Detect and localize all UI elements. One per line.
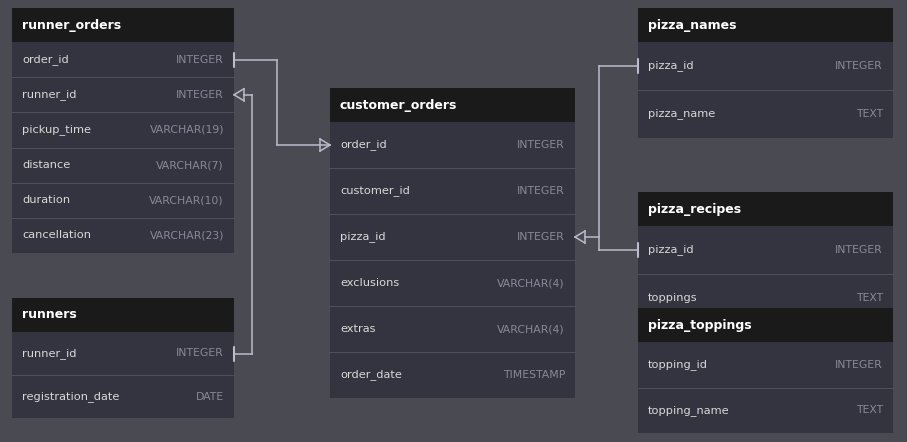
Text: INTEGER: INTEGER [517, 140, 565, 150]
Text: INTEGER: INTEGER [835, 360, 883, 370]
Bar [12, 332, 234, 418]
Bar [12, 298, 234, 332]
Text: INTEGER: INTEGER [176, 54, 224, 65]
Text: VARCHAR(23): VARCHAR(23) [150, 230, 224, 240]
Text: pizza_id: pizza_id [648, 244, 694, 255]
Text: order_id: order_id [22, 54, 69, 65]
Bar [638, 226, 893, 322]
Text: order_date: order_date [340, 370, 402, 381]
Text: customer_id: customer_id [340, 186, 410, 196]
Bar [638, 308, 893, 342]
Text: VARCHAR(10): VARCHAR(10) [150, 195, 224, 205]
Text: runners: runners [22, 309, 77, 321]
Text: toppings: toppings [648, 293, 697, 303]
Text: pizza_names: pizza_names [648, 19, 736, 31]
Text: cancellation: cancellation [22, 230, 91, 240]
Text: pickup_time: pickup_time [22, 125, 91, 135]
Text: order_id: order_id [340, 140, 386, 150]
Text: topping_name: topping_name [648, 405, 729, 416]
Text: duration: duration [22, 195, 70, 205]
Text: pizza_id: pizza_id [648, 61, 694, 72]
Text: TEXT: TEXT [856, 109, 883, 119]
Text: INTEGER: INTEGER [835, 61, 883, 71]
Text: VARCHAR(19): VARCHAR(19) [150, 125, 224, 135]
Text: TEXT: TEXT [856, 405, 883, 415]
Bar [330, 88, 575, 122]
Text: registration_date: registration_date [22, 391, 120, 402]
Text: runner_id: runner_id [22, 89, 76, 100]
Text: VARCHAR(7): VARCHAR(7) [156, 160, 224, 170]
Text: runner_orders: runner_orders [22, 19, 122, 31]
Text: TEXT: TEXT [856, 293, 883, 303]
Text: topping_id: topping_id [648, 359, 708, 370]
Bar [638, 192, 893, 226]
Text: customer_orders: customer_orders [340, 99, 457, 111]
Text: TIMESTAMP: TIMESTAMP [502, 370, 565, 380]
Bar [638, 42, 893, 138]
Text: INTEGER: INTEGER [835, 245, 883, 255]
Text: VARCHAR(4): VARCHAR(4) [497, 324, 565, 334]
Text: INTEGER: INTEGER [176, 90, 224, 100]
Text: VARCHAR(4): VARCHAR(4) [497, 278, 565, 288]
Text: DATE: DATE [196, 392, 224, 401]
Text: distance: distance [22, 160, 70, 170]
Text: runner_id: runner_id [22, 348, 76, 359]
Bar [638, 342, 893, 433]
Text: exclusions: exclusions [340, 278, 399, 288]
Bar [638, 8, 893, 42]
Text: pizza_id: pizza_id [340, 232, 385, 243]
Text: INTEGER: INTEGER [176, 348, 224, 358]
Text: pizza_recipes: pizza_recipes [648, 202, 741, 216]
Text: pizza_toppings: pizza_toppings [648, 319, 752, 332]
Text: extras: extras [340, 324, 375, 334]
Bar [12, 42, 234, 253]
Bar [330, 122, 575, 398]
Text: INTEGER: INTEGER [517, 232, 565, 242]
Text: pizza_name: pizza_name [648, 109, 716, 119]
Bar [12, 8, 234, 42]
Text: INTEGER: INTEGER [517, 186, 565, 196]
